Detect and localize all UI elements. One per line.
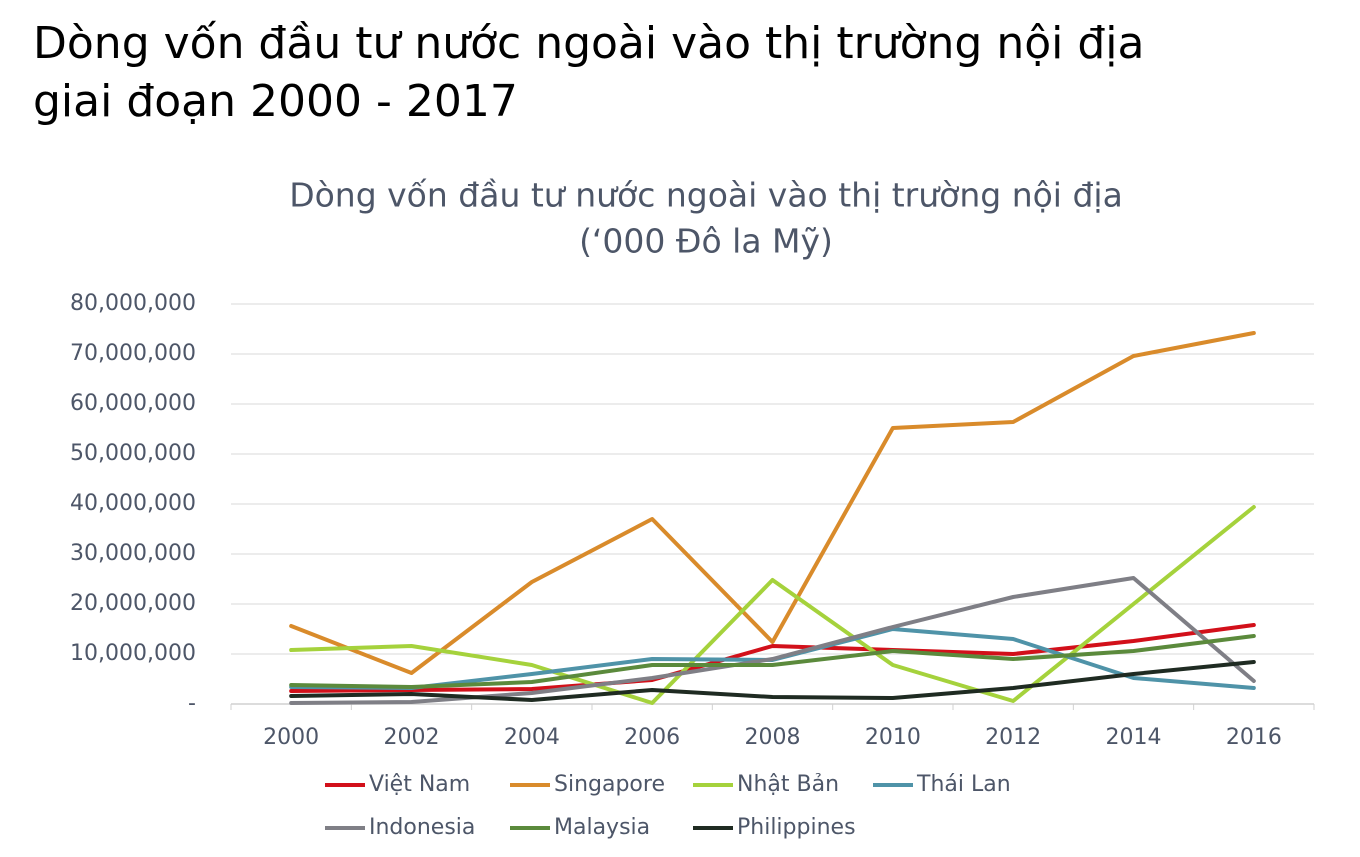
legend-label: Singapore [554, 772, 665, 797]
y-tick-label: 30,000,000 [70, 541, 196, 566]
x-tick-label: 2012 [985, 725, 1041, 750]
series-line [289, 505, 1256, 705]
x-tick-label: 2000 [263, 725, 319, 750]
y-tick-label: 80,000,000 [70, 291, 196, 316]
y-tick-label: 40,000,000 [70, 491, 196, 516]
legend-label: Việt Nam [369, 772, 470, 797]
series-line [289, 331, 1256, 675]
x-tick-label: 2004 [504, 725, 560, 750]
y-tick-label: 70,000,000 [70, 341, 196, 366]
series-line [289, 634, 1256, 689]
series-line [289, 576, 1256, 705]
legend-label: Malaysia [554, 815, 650, 840]
y-tick-label: - [188, 691, 196, 716]
heading: giai đoạn 2000 - 2017 [33, 76, 518, 127]
chart-subtitle: (‘000 Đô la Mỹ) [579, 222, 833, 261]
y-tick-label: 60,000,000 [70, 391, 196, 416]
chart-title: Dòng vốn đầu tư nước ngoài vào thị trườn… [289, 176, 1123, 215]
legend-label: Indonesia [369, 815, 475, 840]
series-line [289, 660, 1256, 702]
y-tick-label: 10,000,000 [70, 641, 196, 666]
x-tick-label: 2014 [1106, 725, 1162, 750]
y-tick-label: 50,000,000 [70, 441, 196, 466]
x-tick-label: 2008 [745, 725, 801, 750]
y-tick-label: 20,000,000 [70, 591, 196, 616]
series-line [289, 623, 1256, 693]
legend-label: Thái Lan [916, 772, 1011, 797]
legend-label: Nhật Bản [737, 772, 839, 797]
heading: Dòng vốn đầu tư nước ngoài vào thị trườn… [33, 18, 1144, 69]
x-tick-label: 2002 [384, 725, 440, 750]
x-tick-label: 2010 [865, 725, 921, 750]
x-tick-label: 2006 [624, 725, 680, 750]
legend-label: Philippines [737, 815, 856, 840]
x-tick-label: 2016 [1226, 725, 1282, 750]
